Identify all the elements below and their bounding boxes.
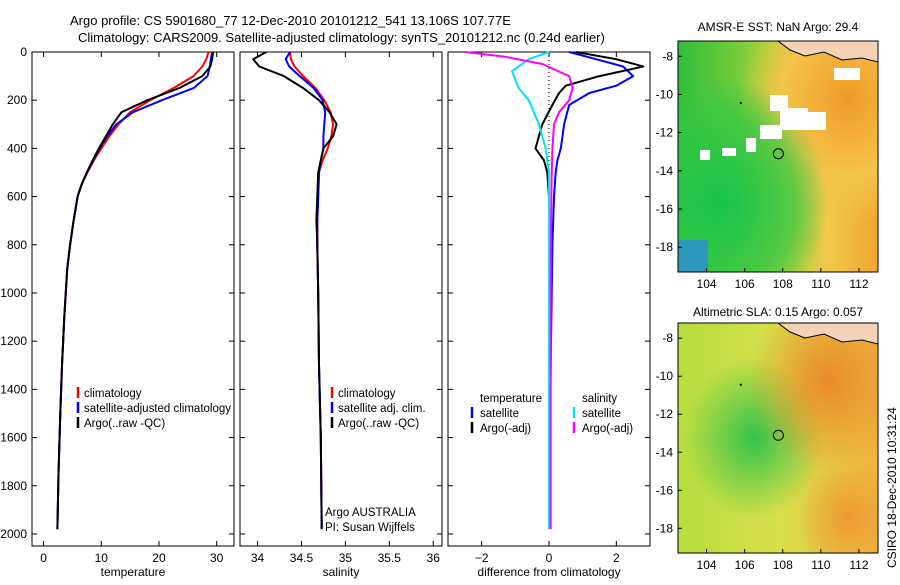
map-x-tick-label: 104: [697, 558, 717, 572]
legend-label: satellite adj. clim.: [338, 403, 426, 415]
x-tick-label: 2: [613, 551, 620, 565]
sla-map: Altimetric SLA: 0.15 Argo: 0.057 104 106 1…: [656, 305, 879, 572]
legend-label: satellite-adjusted climatology: [84, 403, 231, 415]
map-x-tick-label: 110: [811, 558, 830, 572]
map-y-tick-label: -12: [656, 126, 674, 140]
sla-map-frame: [677, 322, 879, 554]
y-tick-label: 0: [20, 45, 27, 59]
map-y-tick-label: -12: [656, 407, 674, 421]
y-tick-label: 1000: [0, 286, 27, 300]
series-line-argo-raw-qc-: [252, 51, 338, 530]
argo-position-marker: [772, 148, 784, 160]
sst-map: AMSR-E SST: NaN Argo: 29.4 104 106 108 110 1…: [656, 20, 879, 291]
map-x-tick-label: 110: [811, 277, 830, 291]
map-y-tick-label: -16: [656, 202, 674, 216]
legend-label: climatology: [84, 388, 142, 400]
x-tick-label: 35.5: [378, 551, 402, 565]
y-tick-label: 800: [7, 238, 27, 252]
x-tick-label: 35: [339, 551, 353, 565]
map-y-tick-label: -8: [662, 331, 673, 345]
x-tick-label: 36: [427, 551, 441, 565]
panel-annotation: Argo AUSTRALIA: [325, 507, 416, 519]
legend-label: Argo(..raw -QC): [338, 418, 419, 430]
x-tick-label: 20: [152, 551, 166, 565]
plot-frame: [31, 51, 235, 547]
y-tick-label: 400: [7, 141, 27, 155]
header-line-1: Argo profile: CS 5901680_77 12-Dec-2010 …: [70, 13, 511, 28]
x-tick-label: 10: [95, 551, 109, 565]
x-tick-label: −2: [475, 551, 489, 565]
map-x-tick-label: 106: [735, 277, 755, 291]
map-x-tick-label: 112: [849, 558, 868, 572]
legend-group-title: temperature: [480, 393, 542, 405]
x-axis-label: salinity: [323, 565, 360, 579]
map-y-tick-label: -18: [656, 521, 674, 535]
plot-frame: [239, 51, 443, 547]
sst-map-title: AMSR-E SST: NaN Argo: 29.4: [698, 20, 859, 34]
series-line-argo-raw-qc-: [56, 51, 215, 530]
sst-map-frame: [677, 40, 879, 273]
salinity-panel: 34 34.5 35 35.5 36 salinity climatology satelli…: [239, 51, 443, 579]
sst-cool-corner: [678, 240, 708, 272]
map-y-tick-label: -18: [656, 240, 674, 254]
map-x-tick-label: 112: [849, 277, 868, 291]
x-tick-label: 34.5: [290, 551, 314, 565]
temperature-panel: 0 10 20 30 0 200 400 600 800 1000 1200 1400 1600 1800…: [0, 45, 235, 579]
map-y-tick-label: -10: [656, 87, 674, 101]
legend-label: climatology: [338, 388, 396, 400]
legend-label: satellite: [480, 408, 519, 420]
sla-land: [777, 323, 878, 345]
argo-position-marker: [772, 429, 784, 441]
map-x-tick-label: 108: [773, 277, 793, 291]
map-y-tick-label: -14: [656, 445, 674, 459]
y-tick-label: 200: [7, 93, 27, 107]
sla-map-title: Altimetric SLA: 0.15 Argo: 0.057: [693, 305, 863, 319]
x-tick-label: 0: [40, 551, 47, 565]
x-tick-label: 34: [251, 551, 265, 565]
x-tick-label: 0: [546, 551, 553, 565]
series-line-salinity-argo-adj-: [464, 51, 574, 530]
map-y-tick-label: -14: [656, 164, 674, 178]
map-y-tick-label: -8: [662, 49, 673, 63]
map-y-tick-label: -16: [656, 483, 674, 497]
panel-annotation: PI: Susan Wijffels: [325, 522, 415, 534]
legend-label: satellite: [582, 408, 621, 420]
header-line-2: Climatology: CARS2009. Satellite-adjuste…: [78, 30, 605, 45]
y-tick-label: 1400: [0, 382, 27, 396]
sst-land: [777, 41, 878, 63]
sla-orange-patch-2: [678, 323, 878, 553]
map-x-tick-label: 106: [735, 558, 755, 572]
map-x-tick-label: 108: [773, 558, 793, 572]
legend-label: Argo(-adj): [582, 423, 633, 435]
y-tick-label: 600: [7, 190, 27, 204]
y-tick-label: 1600: [0, 431, 27, 445]
christmas-island-marker: [739, 383, 743, 386]
x-axis-label: temperature: [101, 565, 166, 579]
christmas-island-marker: [739, 101, 743, 105]
y-tick-label: 1800: [0, 479, 27, 493]
map-x-tick-label: 104: [697, 277, 717, 291]
x-tick-label: 30: [210, 551, 224, 565]
y-tick-label: 1200: [0, 334, 27, 348]
y-tick-label: 2000: [0, 527, 27, 541]
x-axis-label: difference from climatology: [477, 565, 620, 579]
series-line-salinity-satellite: [511, 51, 550, 530]
timestamp-label: CSIRO 18-Dec-2010 10:31:24: [885, 407, 899, 568]
sst-missing-data: [700, 68, 860, 160]
map-y-tick-label: -10: [656, 369, 674, 383]
legend-label: Argo(..raw -QC): [84, 418, 165, 430]
legend-label: Argo(-adj): [480, 423, 531, 435]
legend-group-title: salinity: [582, 393, 617, 405]
